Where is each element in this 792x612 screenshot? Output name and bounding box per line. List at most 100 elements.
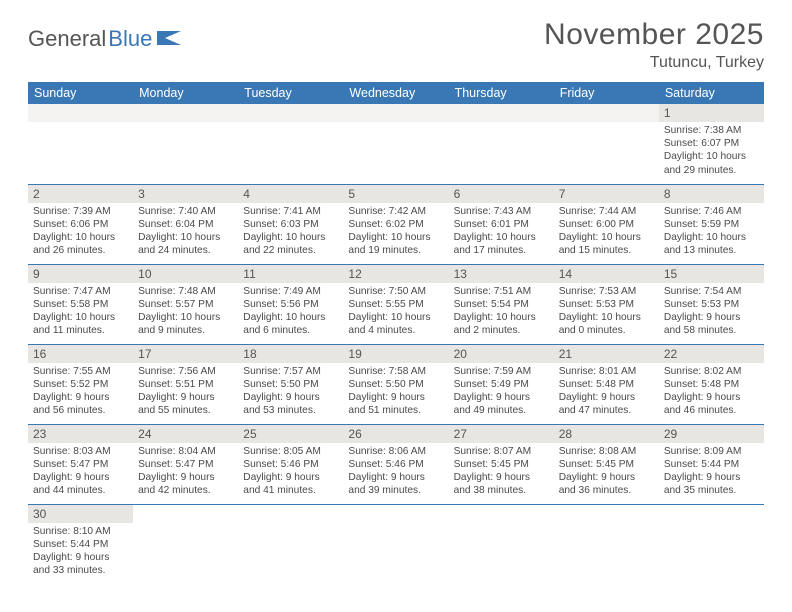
day-number: 21 [554, 345, 659, 363]
day-info: Sunrise: 7:47 AMSunset: 5:58 PMDaylight:… [28, 283, 133, 340]
logo-text-2: Blue [108, 26, 152, 52]
calendar-cell [238, 504, 343, 584]
logo-flag-icon [157, 29, 183, 47]
calendar-row: 23Sunrise: 8:03 AMSunset: 5:47 PMDayligh… [28, 424, 764, 504]
calendar-cell: 2Sunrise: 7:39 AMSunset: 6:06 PMDaylight… [28, 184, 133, 264]
day-info: Sunrise: 7:43 AMSunset: 6:01 PMDaylight:… [449, 203, 554, 260]
day-number: 27 [449, 425, 554, 443]
calendar-cell: 11Sunrise: 7:49 AMSunset: 5:56 PMDayligh… [238, 264, 343, 344]
calendar-cell: 23Sunrise: 8:03 AMSunset: 5:47 PMDayligh… [28, 424, 133, 504]
header: GeneralBlue November 2025 Tutuncu, Turke… [28, 18, 764, 72]
day-number: 17 [133, 345, 238, 363]
calendar-row: 16Sunrise: 7:55 AMSunset: 5:52 PMDayligh… [28, 344, 764, 424]
calendar-cell: 16Sunrise: 7:55 AMSunset: 5:52 PMDayligh… [28, 344, 133, 424]
day-number: 16 [28, 345, 133, 363]
calendar-cell [28, 104, 133, 184]
calendar-cell: 20Sunrise: 7:59 AMSunset: 5:49 PMDayligh… [449, 344, 554, 424]
weekday-header: Wednesday [343, 82, 448, 104]
calendar-cell [554, 104, 659, 184]
day-number: 25 [238, 425, 343, 443]
calendar-cell: 8Sunrise: 7:46 AMSunset: 5:59 PMDaylight… [659, 184, 764, 264]
day-number: 12 [343, 265, 448, 283]
calendar-cell: 1Sunrise: 7:38 AMSunset: 6:07 PMDaylight… [659, 104, 764, 184]
weekday-header: Saturday [659, 82, 764, 104]
logo: GeneralBlue [28, 26, 183, 52]
calendar-cell: 12Sunrise: 7:50 AMSunset: 5:55 PMDayligh… [343, 264, 448, 344]
weekday-header: Monday [133, 82, 238, 104]
day-info: Sunrise: 7:59 AMSunset: 5:49 PMDaylight:… [449, 363, 554, 420]
day-number: 26 [343, 425, 448, 443]
day-number: 18 [238, 345, 343, 363]
day-info: Sunrise: 8:06 AMSunset: 5:46 PMDaylight:… [343, 443, 448, 500]
day-number: 15 [659, 265, 764, 283]
day-info: Sunrise: 7:54 AMSunset: 5:53 PMDaylight:… [659, 283, 764, 340]
calendar-cell: 13Sunrise: 7:51 AMSunset: 5:54 PMDayligh… [449, 264, 554, 344]
calendar-row: 1Sunrise: 7:38 AMSunset: 6:07 PMDaylight… [28, 104, 764, 184]
day-number: 14 [554, 265, 659, 283]
title-block: November 2025 Tutuncu, Turkey [544, 18, 764, 72]
calendar-cell: 22Sunrise: 8:02 AMSunset: 5:48 PMDayligh… [659, 344, 764, 424]
calendar-body: 1Sunrise: 7:38 AMSunset: 6:07 PMDaylight… [28, 104, 764, 584]
calendar-cell [133, 104, 238, 184]
calendar-cell: 24Sunrise: 8:04 AMSunset: 5:47 PMDayligh… [133, 424, 238, 504]
day-info: Sunrise: 7:58 AMSunset: 5:50 PMDaylight:… [343, 363, 448, 420]
day-info: Sunrise: 8:08 AMSunset: 5:45 PMDaylight:… [554, 443, 659, 500]
day-number: 4 [238, 185, 343, 203]
empty-day [238, 104, 343, 122]
calendar-row: 9Sunrise: 7:47 AMSunset: 5:58 PMDaylight… [28, 264, 764, 344]
empty-day [449, 104, 554, 122]
calendar-table: SundayMondayTuesdayWednesdayThursdayFrid… [28, 82, 764, 584]
day-info: Sunrise: 7:50 AMSunset: 5:55 PMDaylight:… [343, 283, 448, 340]
calendar-cell [554, 504, 659, 584]
day-info: Sunrise: 7:53 AMSunset: 5:53 PMDaylight:… [554, 283, 659, 340]
calendar-cell [449, 104, 554, 184]
day-info: Sunrise: 7:49 AMSunset: 5:56 PMDaylight:… [238, 283, 343, 340]
day-number: 10 [133, 265, 238, 283]
day-number: 2 [28, 185, 133, 203]
weekday-header: Thursday [449, 82, 554, 104]
day-info: Sunrise: 8:10 AMSunset: 5:44 PMDaylight:… [28, 523, 133, 580]
day-info: Sunrise: 8:07 AMSunset: 5:45 PMDaylight:… [449, 443, 554, 500]
day-number: 23 [28, 425, 133, 443]
day-info: Sunrise: 8:09 AMSunset: 5:44 PMDaylight:… [659, 443, 764, 500]
day-info: Sunrise: 8:04 AMSunset: 5:47 PMDaylight:… [133, 443, 238, 500]
day-info: Sunrise: 7:57 AMSunset: 5:50 PMDaylight:… [238, 363, 343, 420]
day-info: Sunrise: 7:44 AMSunset: 6:00 PMDaylight:… [554, 203, 659, 260]
day-number: 7 [554, 185, 659, 203]
calendar-row: 30Sunrise: 8:10 AMSunset: 5:44 PMDayligh… [28, 504, 764, 584]
calendar-cell: 14Sunrise: 7:53 AMSunset: 5:53 PMDayligh… [554, 264, 659, 344]
weekday-header: Sunday [28, 82, 133, 104]
day-number: 9 [28, 265, 133, 283]
day-info: Sunrise: 7:39 AMSunset: 6:06 PMDaylight:… [28, 203, 133, 260]
empty-day [133, 104, 238, 122]
day-info: Sunrise: 7:55 AMSunset: 5:52 PMDaylight:… [28, 363, 133, 420]
calendar-cell: 3Sunrise: 7:40 AMSunset: 6:04 PMDaylight… [133, 184, 238, 264]
day-number: 29 [659, 425, 764, 443]
day-number: 24 [133, 425, 238, 443]
day-info: Sunrise: 7:51 AMSunset: 5:54 PMDaylight:… [449, 283, 554, 340]
empty-day [554, 104, 659, 122]
day-info: Sunrise: 8:01 AMSunset: 5:48 PMDaylight:… [554, 363, 659, 420]
calendar-cell: 10Sunrise: 7:48 AMSunset: 5:57 PMDayligh… [133, 264, 238, 344]
calendar-cell: 9Sunrise: 7:47 AMSunset: 5:58 PMDaylight… [28, 264, 133, 344]
day-number: 20 [449, 345, 554, 363]
page-title: November 2025 [544, 18, 764, 52]
day-number: 22 [659, 345, 764, 363]
calendar-row: 2Sunrise: 7:39 AMSunset: 6:06 PMDaylight… [28, 184, 764, 264]
calendar-cell: 28Sunrise: 8:08 AMSunset: 5:45 PMDayligh… [554, 424, 659, 504]
day-number: 1 [659, 104, 764, 122]
calendar-cell: 21Sunrise: 8:01 AMSunset: 5:48 PMDayligh… [554, 344, 659, 424]
day-number: 3 [133, 185, 238, 203]
day-info: Sunrise: 7:56 AMSunset: 5:51 PMDaylight:… [133, 363, 238, 420]
calendar-cell [133, 504, 238, 584]
day-info: Sunrise: 8:03 AMSunset: 5:47 PMDaylight:… [28, 443, 133, 500]
location: Tutuncu, Turkey [544, 54, 764, 72]
day-number: 11 [238, 265, 343, 283]
day-info: Sunrise: 7:38 AMSunset: 6:07 PMDaylight:… [659, 122, 764, 179]
day-info: Sunrise: 7:40 AMSunset: 6:04 PMDaylight:… [133, 203, 238, 260]
day-info: Sunrise: 8:02 AMSunset: 5:48 PMDaylight:… [659, 363, 764, 420]
calendar-cell [238, 104, 343, 184]
calendar-cell: 7Sunrise: 7:44 AMSunset: 6:00 PMDaylight… [554, 184, 659, 264]
day-number: 19 [343, 345, 448, 363]
calendar-cell: 5Sunrise: 7:42 AMSunset: 6:02 PMDaylight… [343, 184, 448, 264]
